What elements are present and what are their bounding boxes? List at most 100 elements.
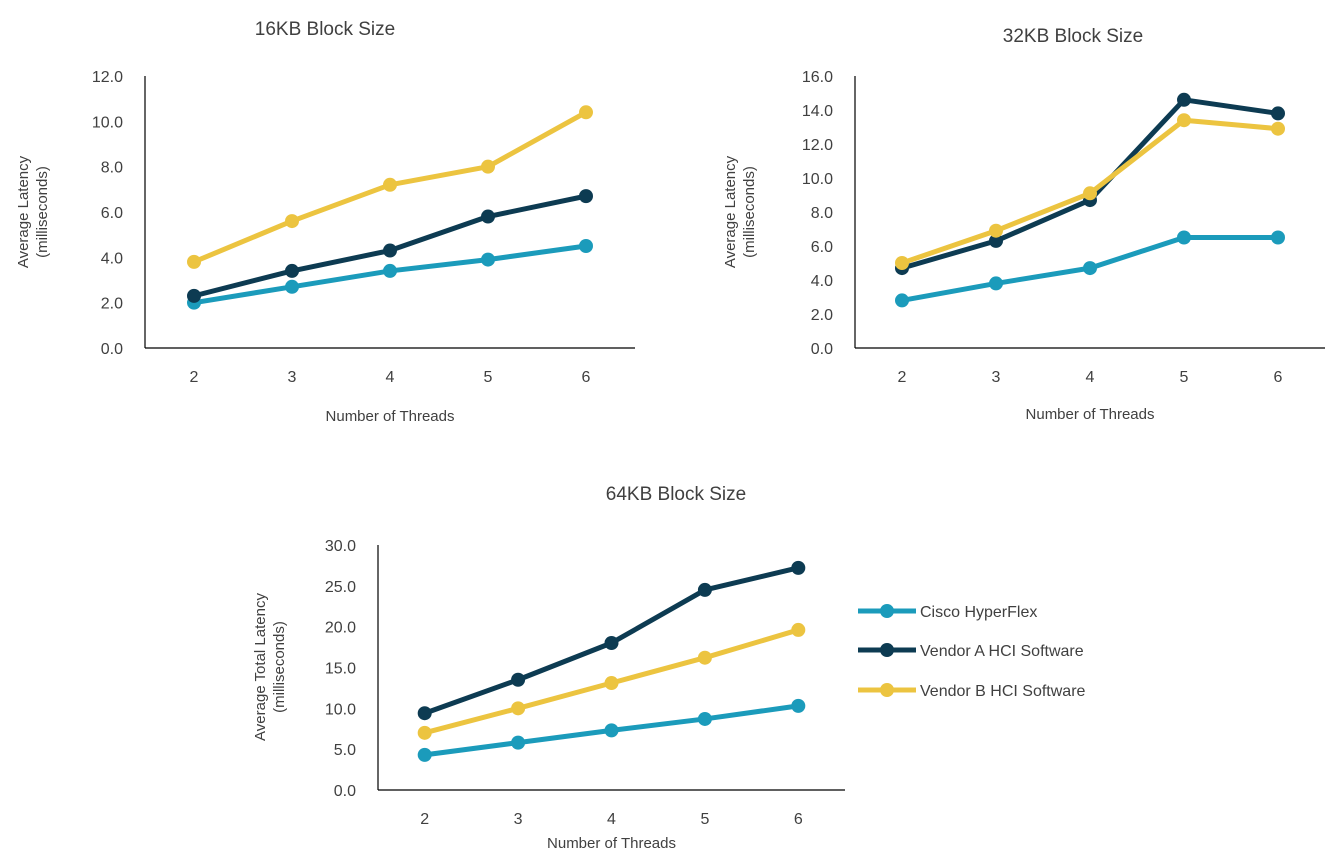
y-tick-label: 6.0 <box>811 239 833 256</box>
y-axis-label: Average Latency (milliseconds) <box>722 155 758 268</box>
data-point <box>285 279 299 294</box>
y-tick-label: 0.0 <box>101 341 123 358</box>
data-point <box>383 263 397 278</box>
x-tick-label: 6 <box>1274 369 1283 386</box>
y-tick-label: 30.0 <box>325 538 356 555</box>
data-point <box>511 735 526 750</box>
legend-marker <box>880 643 894 657</box>
legend-label: Vendor A HCI Software <box>920 643 1084 660</box>
data-point <box>989 276 1003 291</box>
x-tick-label: 6 <box>582 369 591 386</box>
x-tick-label: 5 <box>484 369 493 386</box>
y-tick-label: 16.0 <box>802 69 833 86</box>
x-tick-label: 4 <box>1086 369 1095 386</box>
data-point <box>511 672 526 687</box>
y-tick-label: 4.0 <box>811 273 833 290</box>
x-axis-label: Number of Threads <box>547 835 676 852</box>
x-tick-label: 2 <box>190 369 199 386</box>
data-point <box>604 636 619 650</box>
y-tick-label: 15.0 <box>325 661 356 678</box>
data-point <box>895 256 909 270</box>
data-point <box>579 105 593 120</box>
y-axis-label-line: (milliseconds) <box>741 166 758 258</box>
y-axis-label: Average Latency (milliseconds) <box>15 155 51 268</box>
y-axis-label: Average Total Latency (milliseconds) <box>252 593 288 741</box>
data-point <box>791 622 806 637</box>
data-point <box>697 582 712 597</box>
x-tick-label: 3 <box>992 369 1001 386</box>
data-point <box>579 189 593 204</box>
y-axis-label-line: Average Total Latency <box>252 593 269 741</box>
data-point <box>285 263 299 278</box>
data-point <box>417 706 432 721</box>
data-point <box>481 209 495 224</box>
x-tick-label: 2 <box>420 811 429 828</box>
y-tick-label: 12.0 <box>92 69 123 86</box>
y-tick-label: 14.0 <box>802 103 833 120</box>
data-point <box>1271 106 1285 121</box>
data-point <box>1177 230 1191 245</box>
x-tick-label: 3 <box>288 369 297 386</box>
y-tick-label: 12.0 <box>802 137 833 154</box>
data-point <box>417 725 432 740</box>
y-tick-label: 10.0 <box>802 171 833 188</box>
legend-marker <box>880 604 894 618</box>
x-tick-label: 5 <box>700 811 709 828</box>
y-tick-label: 10.0 <box>325 701 356 718</box>
x-axis-label: Number of Threads <box>1026 406 1155 423</box>
y-axis-label-line: Average Latency <box>722 155 739 268</box>
data-point <box>1083 186 1097 201</box>
data-point <box>697 650 712 665</box>
y-axis-label-line: (milliseconds) <box>271 621 288 713</box>
y-axis-label-line: (milliseconds) <box>34 166 51 258</box>
x-tick-label: 6 <box>794 811 803 828</box>
x-tick-label: 3 <box>514 811 523 828</box>
data-point <box>1177 113 1191 128</box>
data-point <box>791 560 806 575</box>
y-tick-label: 0.0 <box>334 783 356 800</box>
data-point <box>187 288 201 303</box>
y-tick-label: 25.0 <box>325 579 356 596</box>
data-point <box>895 293 909 308</box>
data-point <box>187 254 201 269</box>
y-axis-label-line: Average Latency <box>15 155 32 268</box>
data-point <box>989 223 1003 238</box>
y-tick-label: 8.0 <box>811 205 833 222</box>
data-point <box>989 233 1003 248</box>
x-tick-label: 2 <box>898 369 907 386</box>
data-point <box>1083 261 1097 276</box>
y-tick-label: 6.0 <box>101 205 123 222</box>
data-point <box>579 239 593 253</box>
legend-label: Vendor B HCI Software <box>920 683 1086 700</box>
chart-title: 32KB Block Size <box>1003 26 1143 47</box>
data-point <box>481 252 495 267</box>
y-tick-label: 8.0 <box>101 160 123 177</box>
data-point <box>285 214 299 229</box>
legend-marker <box>880 683 894 697</box>
data-point <box>511 701 526 716</box>
x-tick-label: 5 <box>1180 369 1189 386</box>
data-point <box>791 698 806 713</box>
data-point <box>1177 92 1191 107</box>
data-point <box>481 159 495 174</box>
data-point <box>383 243 397 258</box>
y-tick-label: 20.0 <box>325 620 356 637</box>
y-tick-label: 10.0 <box>92 114 123 131</box>
y-tick-label: 2.0 <box>811 307 833 324</box>
chart-2: 32KB Block Size 0.0 2.0 4.0 6.0 8.0 10.0 12.0 14… <box>722 26 1325 423</box>
chart-title: 64KB Block Size <box>606 484 746 505</box>
y-tick-label: 4.0 <box>101 250 123 267</box>
data-point <box>604 676 619 691</box>
data-point <box>1271 230 1285 245</box>
data-point <box>417 747 432 762</box>
x-axis-label: Number of Threads <box>326 408 455 425</box>
data-point <box>1271 121 1285 136</box>
chart-3: 64KB Block Size 0.0 5.0 10.0 15.0 20.0 25.0 30.… <box>252 484 1086 852</box>
data-point <box>604 723 619 738</box>
x-tick-label: 4 <box>386 369 395 386</box>
legend-label: Cisco HyperFlex <box>920 604 1037 621</box>
data-point <box>697 711 712 726</box>
x-tick-label: 4 <box>607 811 616 828</box>
y-tick-label: 2.0 <box>101 296 123 313</box>
